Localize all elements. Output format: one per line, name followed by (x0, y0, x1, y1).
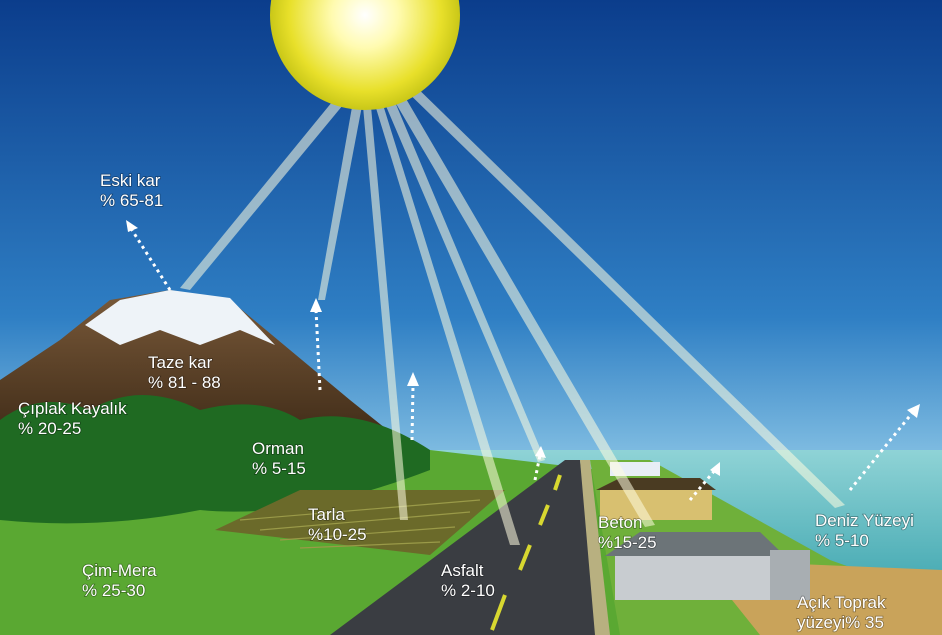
label-line: %10-25 (308, 525, 367, 544)
label-line: Çim-Mera (82, 561, 157, 580)
label-line: Asfalt (441, 561, 484, 580)
label-line: yüzeyi% 35 (797, 613, 884, 632)
label: Taze kar% 81 - 88 (148, 353, 221, 392)
label-line: Beton (598, 513, 642, 532)
label-line: Orman (252, 439, 304, 458)
label-line: % 20-25 (18, 419, 81, 438)
label-line: Eski kar (100, 171, 161, 190)
label-line: %15-25 (598, 533, 657, 552)
label-line: Deniz Yüzeyi (815, 511, 914, 530)
label-line: % 5-10 (815, 531, 869, 550)
house-near (615, 555, 775, 600)
label-line: Çıplak Kayalık (18, 399, 127, 418)
albedo-illustration: Eski kar% 65-81 Taze kar% 81 - 88 Çıplak… (0, 0, 942, 635)
label-line: % 25-30 (82, 581, 145, 600)
label-line: % 5-15 (252, 459, 306, 478)
label-line: Tarla (308, 505, 345, 524)
label-line: % 2-10 (441, 581, 495, 600)
label: Eski kar% 65-81 (100, 171, 163, 210)
label-line: Taze kar (148, 353, 213, 372)
label-line: Açık Toprak (797, 593, 886, 612)
label-line: % 65-81 (100, 191, 163, 210)
label: Orman% 5-15 (252, 439, 306, 478)
label-line: % 81 - 88 (148, 373, 221, 392)
